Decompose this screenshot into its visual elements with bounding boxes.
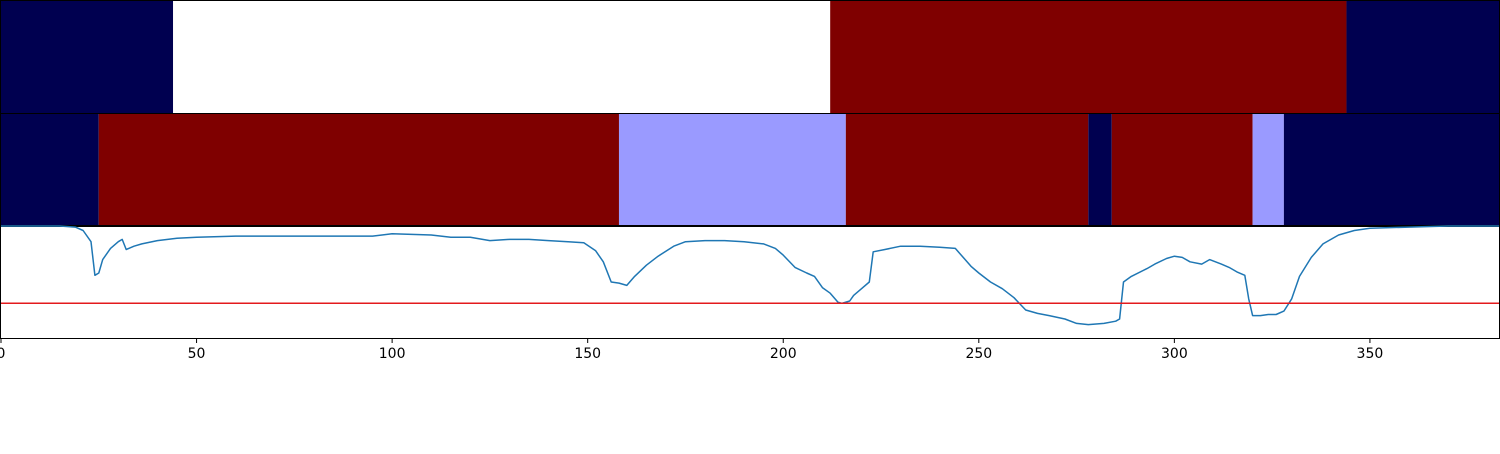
band-2-segment-3 <box>618 114 846 226</box>
line-plot-panel <box>0 225 1500 339</box>
band-2-segment-4 <box>845 114 1089 226</box>
x-tick-label-100: 100 <box>379 346 406 362</box>
series-line-1 <box>1 225 1499 326</box>
state-bands <box>0 0 1500 227</box>
band-2-segment-7 <box>1252 114 1284 226</box>
band-2-segment-6 <box>1111 114 1253 226</box>
band-2-segment-1 <box>1 114 99 226</box>
band-1-segment-2 <box>173 1 831 113</box>
x-tick-label-300: 300 <box>1161 346 1188 362</box>
x-tick-label-50: 50 <box>188 346 206 362</box>
band-2-segment-2 <box>98 114 619 226</box>
band-2-segment-5 <box>1088 114 1112 226</box>
band-1-segment-1 <box>1 1 174 113</box>
x-axis: 0 50 100 150 200 250 300 350 <box>0 338 1383 362</box>
band-1-segment-3 <box>830 1 1347 113</box>
x-tick-label-0: 0 <box>0 346 5 362</box>
band-2-segment-8 <box>1283 114 1499 226</box>
x-tick-label-250: 250 <box>965 346 992 362</box>
x-tick-label-200: 200 <box>770 346 797 362</box>
band-1-segment-4 <box>1346 1 1499 113</box>
x-tick-label-150: 150 <box>574 346 601 362</box>
x-tick-label-350: 350 <box>1357 346 1384 362</box>
